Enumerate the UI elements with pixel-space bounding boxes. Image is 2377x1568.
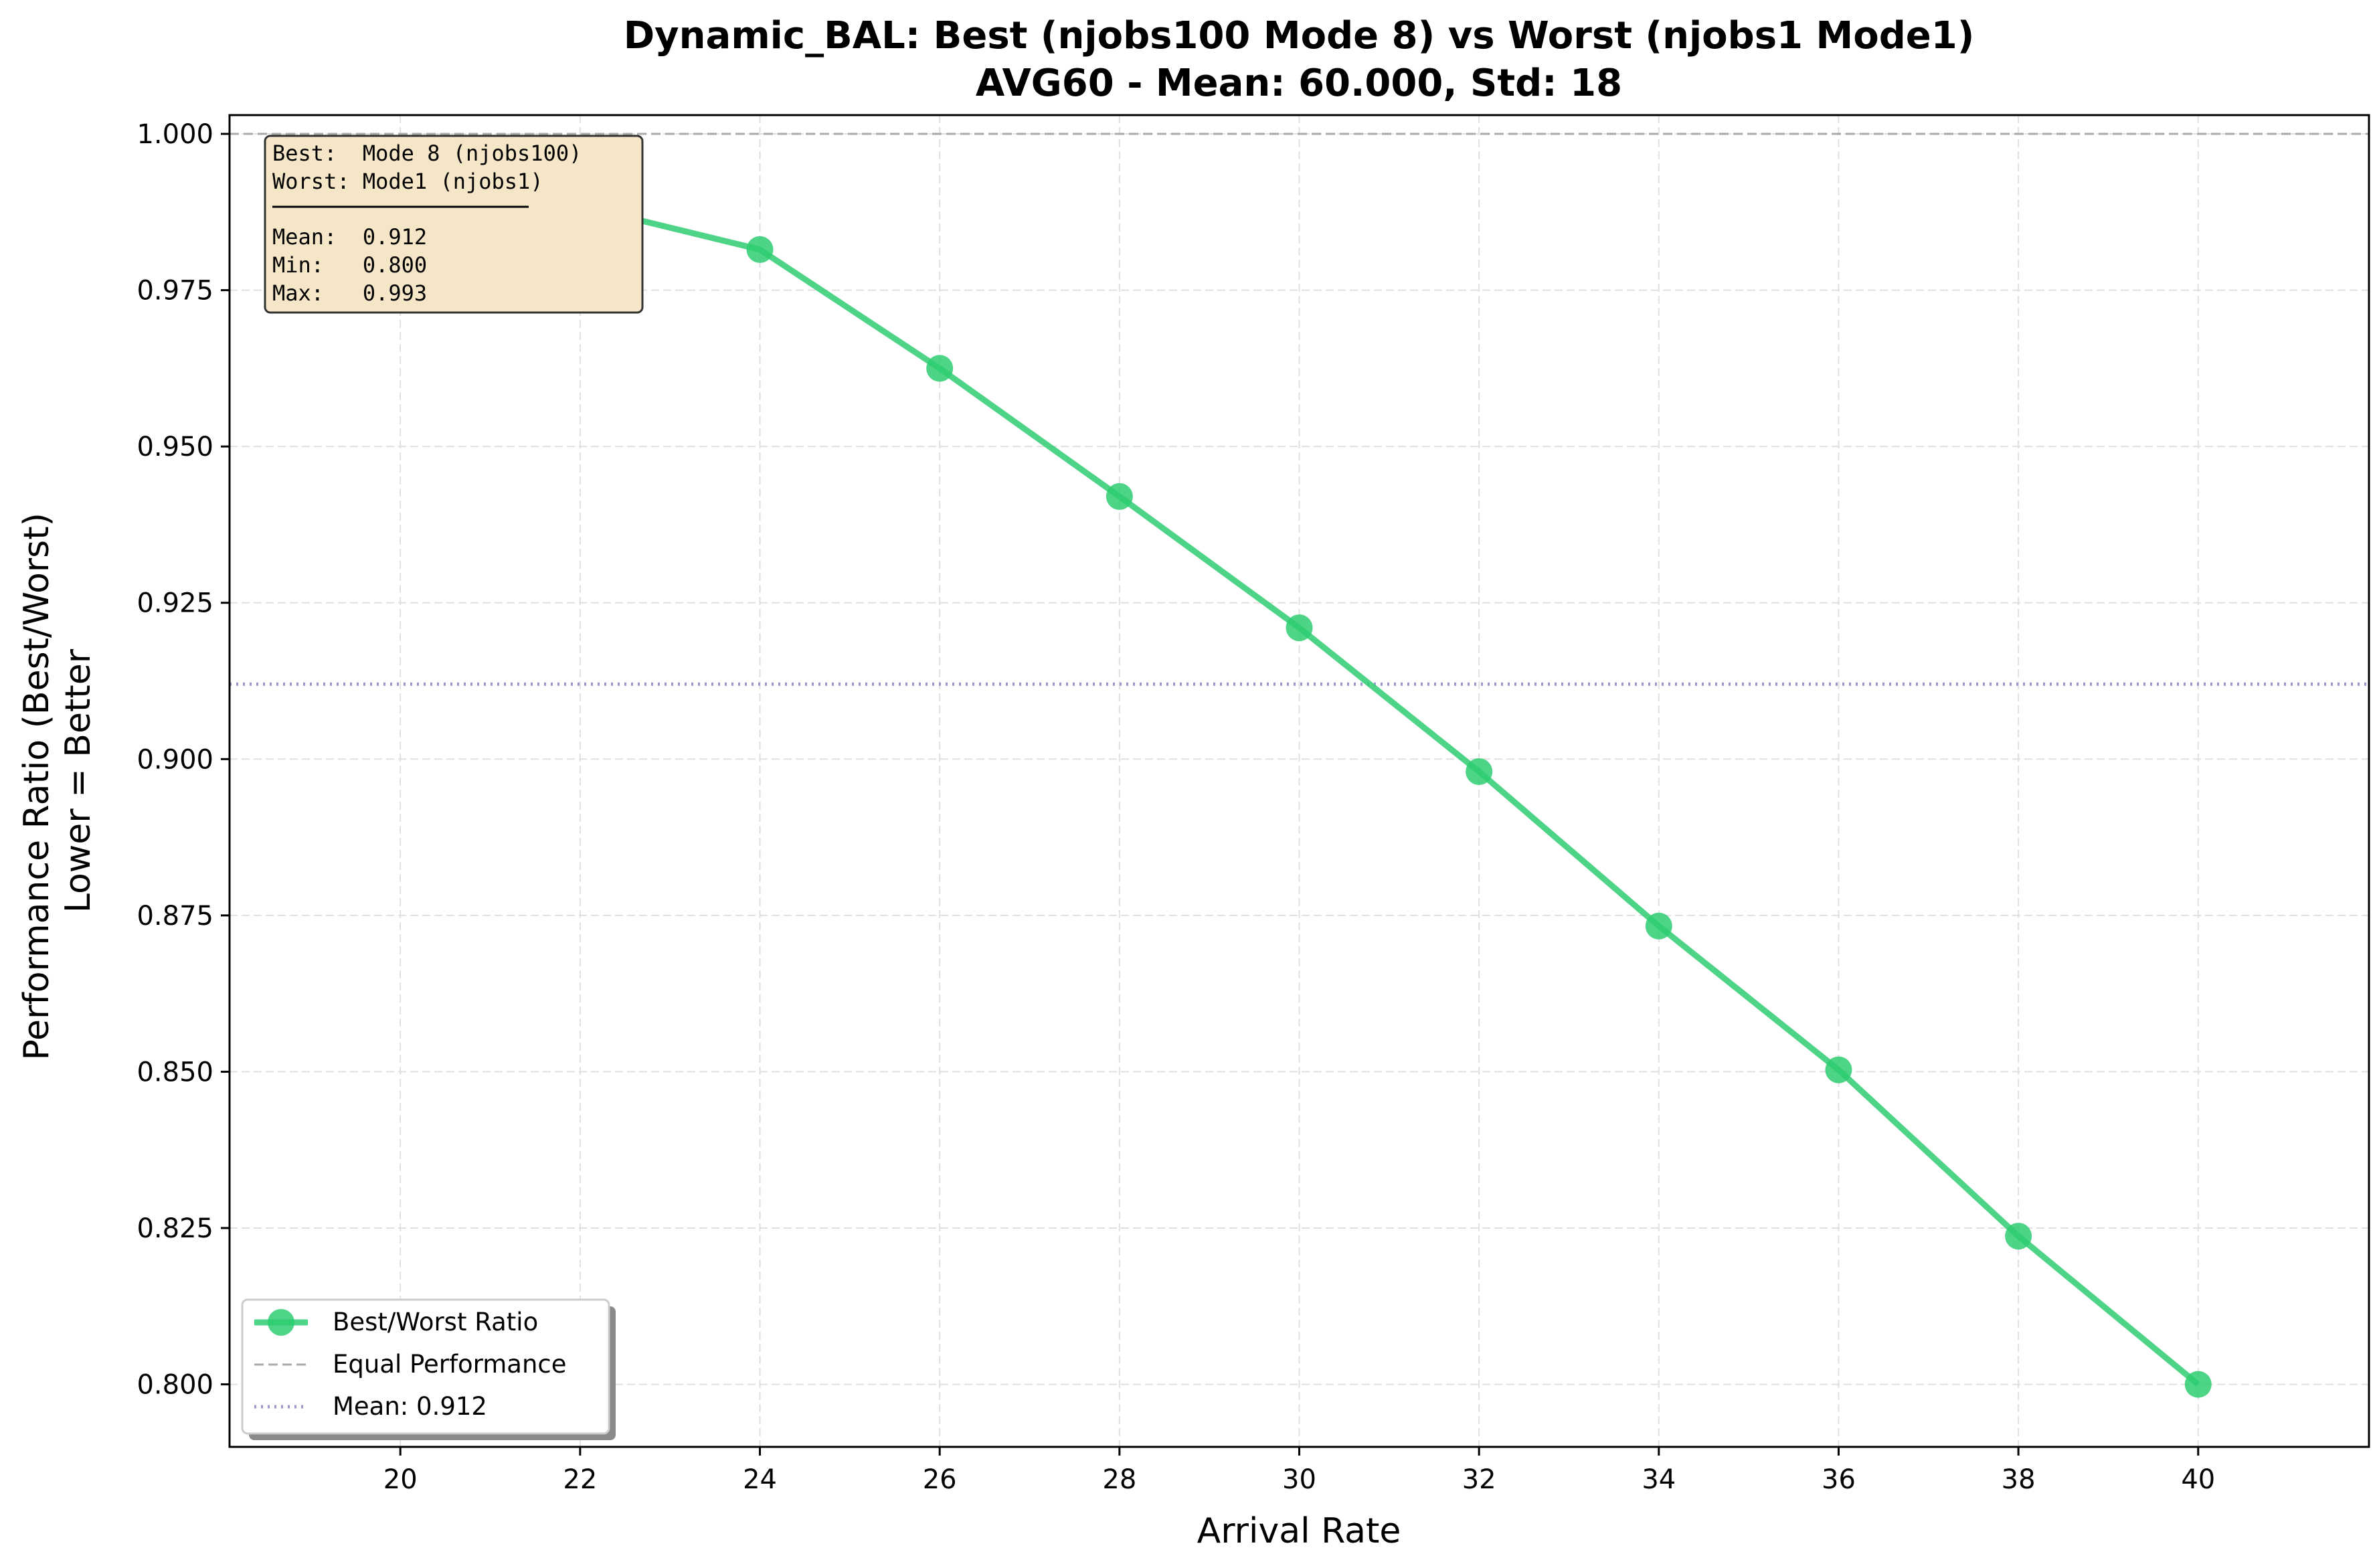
x-axis: 20 22 24 26 28 30 32 34 36 38 40 bbox=[383, 1447, 2215, 1495]
legend-series-label: Best/Worst Ratio bbox=[333, 1308, 538, 1336]
legend-mean-label: Mean: 0.912 bbox=[333, 1392, 487, 1421]
x-tick-label: 20 bbox=[383, 1464, 418, 1495]
y-tick-label: 0.975 bbox=[137, 276, 213, 307]
legend-equal-label: Equal Performance bbox=[333, 1350, 567, 1379]
y-tick-label: 1.000 bbox=[137, 119, 213, 150]
y-tick-label: 0.875 bbox=[137, 901, 213, 932]
y-axis: 0.800 0.825 0.850 0.875 0.900 0.925 0.950 0.975… bbox=[137, 119, 230, 1401]
x-tick-label: 32 bbox=[1462, 1464, 1496, 1495]
data-point bbox=[1286, 614, 1313, 642]
y-axis-label-line1: Performance Ratio (Best/Worst) bbox=[17, 513, 57, 1060]
y-tick-label: 0.925 bbox=[137, 588, 213, 619]
legend: Best/Worst Ratio Equal Performance Mean:… bbox=[241, 1298, 616, 1440]
y-tick-label: 0.950 bbox=[137, 432, 213, 462]
stats-box-background bbox=[264, 135, 644, 314]
data-point bbox=[2005, 1223, 2032, 1250]
x-tick-label: 30 bbox=[1282, 1464, 1316, 1495]
reference-lines bbox=[230, 133, 2369, 686]
data-point bbox=[2184, 1371, 2212, 1398]
chart-title: Dynamic_BAL: Best (njobs100 Mode 8) vs W… bbox=[624, 14, 1975, 58]
y-tick-label: 0.850 bbox=[137, 1057, 213, 1087]
x-tick-label: 28 bbox=[1102, 1464, 1136, 1495]
data-point bbox=[746, 236, 774, 263]
stats-best: Best: Mode 8 (njobs100) bbox=[272, 141, 582, 166]
data-point bbox=[1645, 912, 1672, 940]
x-tick-label: 26 bbox=[923, 1464, 957, 1495]
data-point bbox=[1106, 483, 1133, 510]
y-axis-label: Performance Ratio (Best/Worst) Lower = B… bbox=[17, 502, 98, 1061]
x-tick-label: 34 bbox=[1642, 1464, 1676, 1495]
chart-subtitle: AVG60 - Mean: 60.000, Std: 18 bbox=[976, 62, 1622, 105]
legend-series-marker bbox=[268, 1309, 294, 1336]
legend-background bbox=[241, 1298, 610, 1435]
stats-min: Min: 0.800 bbox=[272, 252, 427, 278]
stats-box: Best: Mode 8 (njobs100) Worst: Mode1 (nj… bbox=[264, 135, 644, 314]
x-axis-label: Arrival Rate bbox=[1197, 1511, 1401, 1551]
y-tick-label: 0.825 bbox=[137, 1213, 213, 1244]
x-tick-label: 24 bbox=[743, 1464, 777, 1495]
stats-worst: Worst: Mode1 (njobs1) bbox=[272, 169, 543, 194]
y-axis-label-line2: Lower = Better bbox=[58, 648, 98, 913]
y-tick-label: 0.900 bbox=[137, 744, 213, 775]
x-tick-label: 22 bbox=[563, 1464, 597, 1495]
y-tick-label: 0.800 bbox=[137, 1370, 213, 1401]
data-point bbox=[1825, 1056, 1852, 1083]
stats-mean: Mean: 0.912 bbox=[272, 224, 427, 250]
x-tick-label: 38 bbox=[2002, 1464, 2036, 1495]
data-point bbox=[1466, 758, 1493, 785]
stats-max: Max: 0.993 bbox=[272, 280, 427, 306]
data-point bbox=[926, 355, 954, 382]
grid bbox=[230, 115, 2369, 1447]
x-tick-label: 36 bbox=[1822, 1464, 1856, 1495]
x-tick-label: 40 bbox=[2181, 1464, 2215, 1495]
